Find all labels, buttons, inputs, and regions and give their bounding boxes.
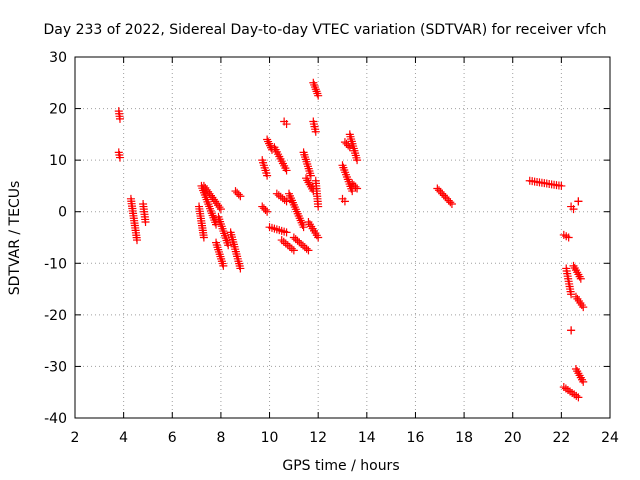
data-point <box>282 166 291 175</box>
y-tick-label: 20 <box>49 102 67 118</box>
data-point <box>283 241 292 250</box>
data-point <box>564 233 573 242</box>
data-point <box>277 236 286 245</box>
data-point <box>289 246 298 255</box>
data-point <box>261 205 270 214</box>
data-point <box>579 377 588 386</box>
y-tick-label: -30 <box>44 359 67 375</box>
data-point <box>306 171 315 180</box>
x-tick-label: 2 <box>71 430 80 446</box>
data-point <box>234 190 243 199</box>
data-point <box>314 233 323 242</box>
data-point <box>280 195 289 204</box>
plot-frame <box>74 56 611 419</box>
data-point <box>279 237 288 246</box>
data-point <box>576 274 585 283</box>
chart-title: Day 233 of 2022, Sidereal Day-to-day VTE… <box>43 22 606 38</box>
data-point <box>263 135 272 144</box>
data-point <box>314 91 323 100</box>
data-point <box>115 114 124 123</box>
x-tick-label: 8 <box>216 430 225 446</box>
data-point <box>281 239 290 248</box>
data-point <box>219 261 228 270</box>
data-point <box>224 241 233 250</box>
x-tick-label: 14 <box>358 430 376 446</box>
x-tick-label: 12 <box>309 430 327 446</box>
data-point <box>340 197 349 206</box>
data-point <box>199 233 208 242</box>
data-point <box>571 292 580 301</box>
data-point <box>141 218 150 227</box>
x-tick-label: 18 <box>455 430 473 446</box>
data-point <box>576 298 585 307</box>
data-point <box>266 141 275 150</box>
data-point <box>282 197 291 206</box>
x-tick-label: 24 <box>601 430 619 446</box>
data-point <box>567 290 576 299</box>
x-tick-label: 20 <box>504 430 522 446</box>
data-point <box>573 294 582 303</box>
data-point <box>574 393 583 402</box>
data-point <box>282 120 291 129</box>
data-point <box>133 236 142 245</box>
data-point <box>574 197 583 206</box>
data-point <box>265 139 274 148</box>
data-point <box>282 228 291 237</box>
data-point <box>353 184 362 193</box>
data-points <box>114 78 588 402</box>
data-point <box>216 205 225 214</box>
data-point <box>577 301 586 310</box>
data-point <box>215 203 224 212</box>
y-tick-label: -20 <box>44 308 67 324</box>
data-point <box>236 192 245 201</box>
data-point <box>569 205 578 214</box>
x-axis-title: GPS time / hours <box>282 458 399 474</box>
data-point <box>264 137 273 146</box>
data-point <box>446 198 455 207</box>
data-point <box>299 223 308 232</box>
y-tick-label: -10 <box>44 256 67 272</box>
data-point <box>351 182 360 191</box>
data-point <box>287 244 296 253</box>
data-point <box>236 264 245 273</box>
data-point <box>304 246 313 255</box>
x-tick-label: 22 <box>552 430 570 446</box>
y-tick-label: 10 <box>49 153 67 169</box>
y-tick-label: -40 <box>44 411 67 427</box>
data-point <box>353 156 362 165</box>
data-point <box>115 153 124 162</box>
y-tick-label: 30 <box>49 50 67 66</box>
axis-ticks <box>74 56 611 419</box>
y-axis-title: SDTVAR / TECUs <box>7 181 23 296</box>
data-point <box>314 202 323 211</box>
data-point <box>212 220 221 229</box>
y-tick-label: 0 <box>58 205 67 221</box>
x-tick-label: 4 <box>119 430 128 446</box>
x-tick-label: 16 <box>407 430 425 446</box>
data-point <box>348 187 357 196</box>
data-point <box>579 303 588 312</box>
data-point <box>567 326 576 335</box>
grid-lines <box>75 57 610 418</box>
data-point <box>574 296 583 305</box>
x-tick-label: 10 <box>261 430 279 446</box>
data-point <box>311 127 320 136</box>
data-point <box>557 181 566 190</box>
data-point <box>302 244 311 253</box>
data-point <box>285 242 294 251</box>
data-point <box>447 199 456 208</box>
data-point <box>263 171 272 180</box>
x-tick-label: 6 <box>168 430 177 446</box>
data-point <box>263 207 272 216</box>
